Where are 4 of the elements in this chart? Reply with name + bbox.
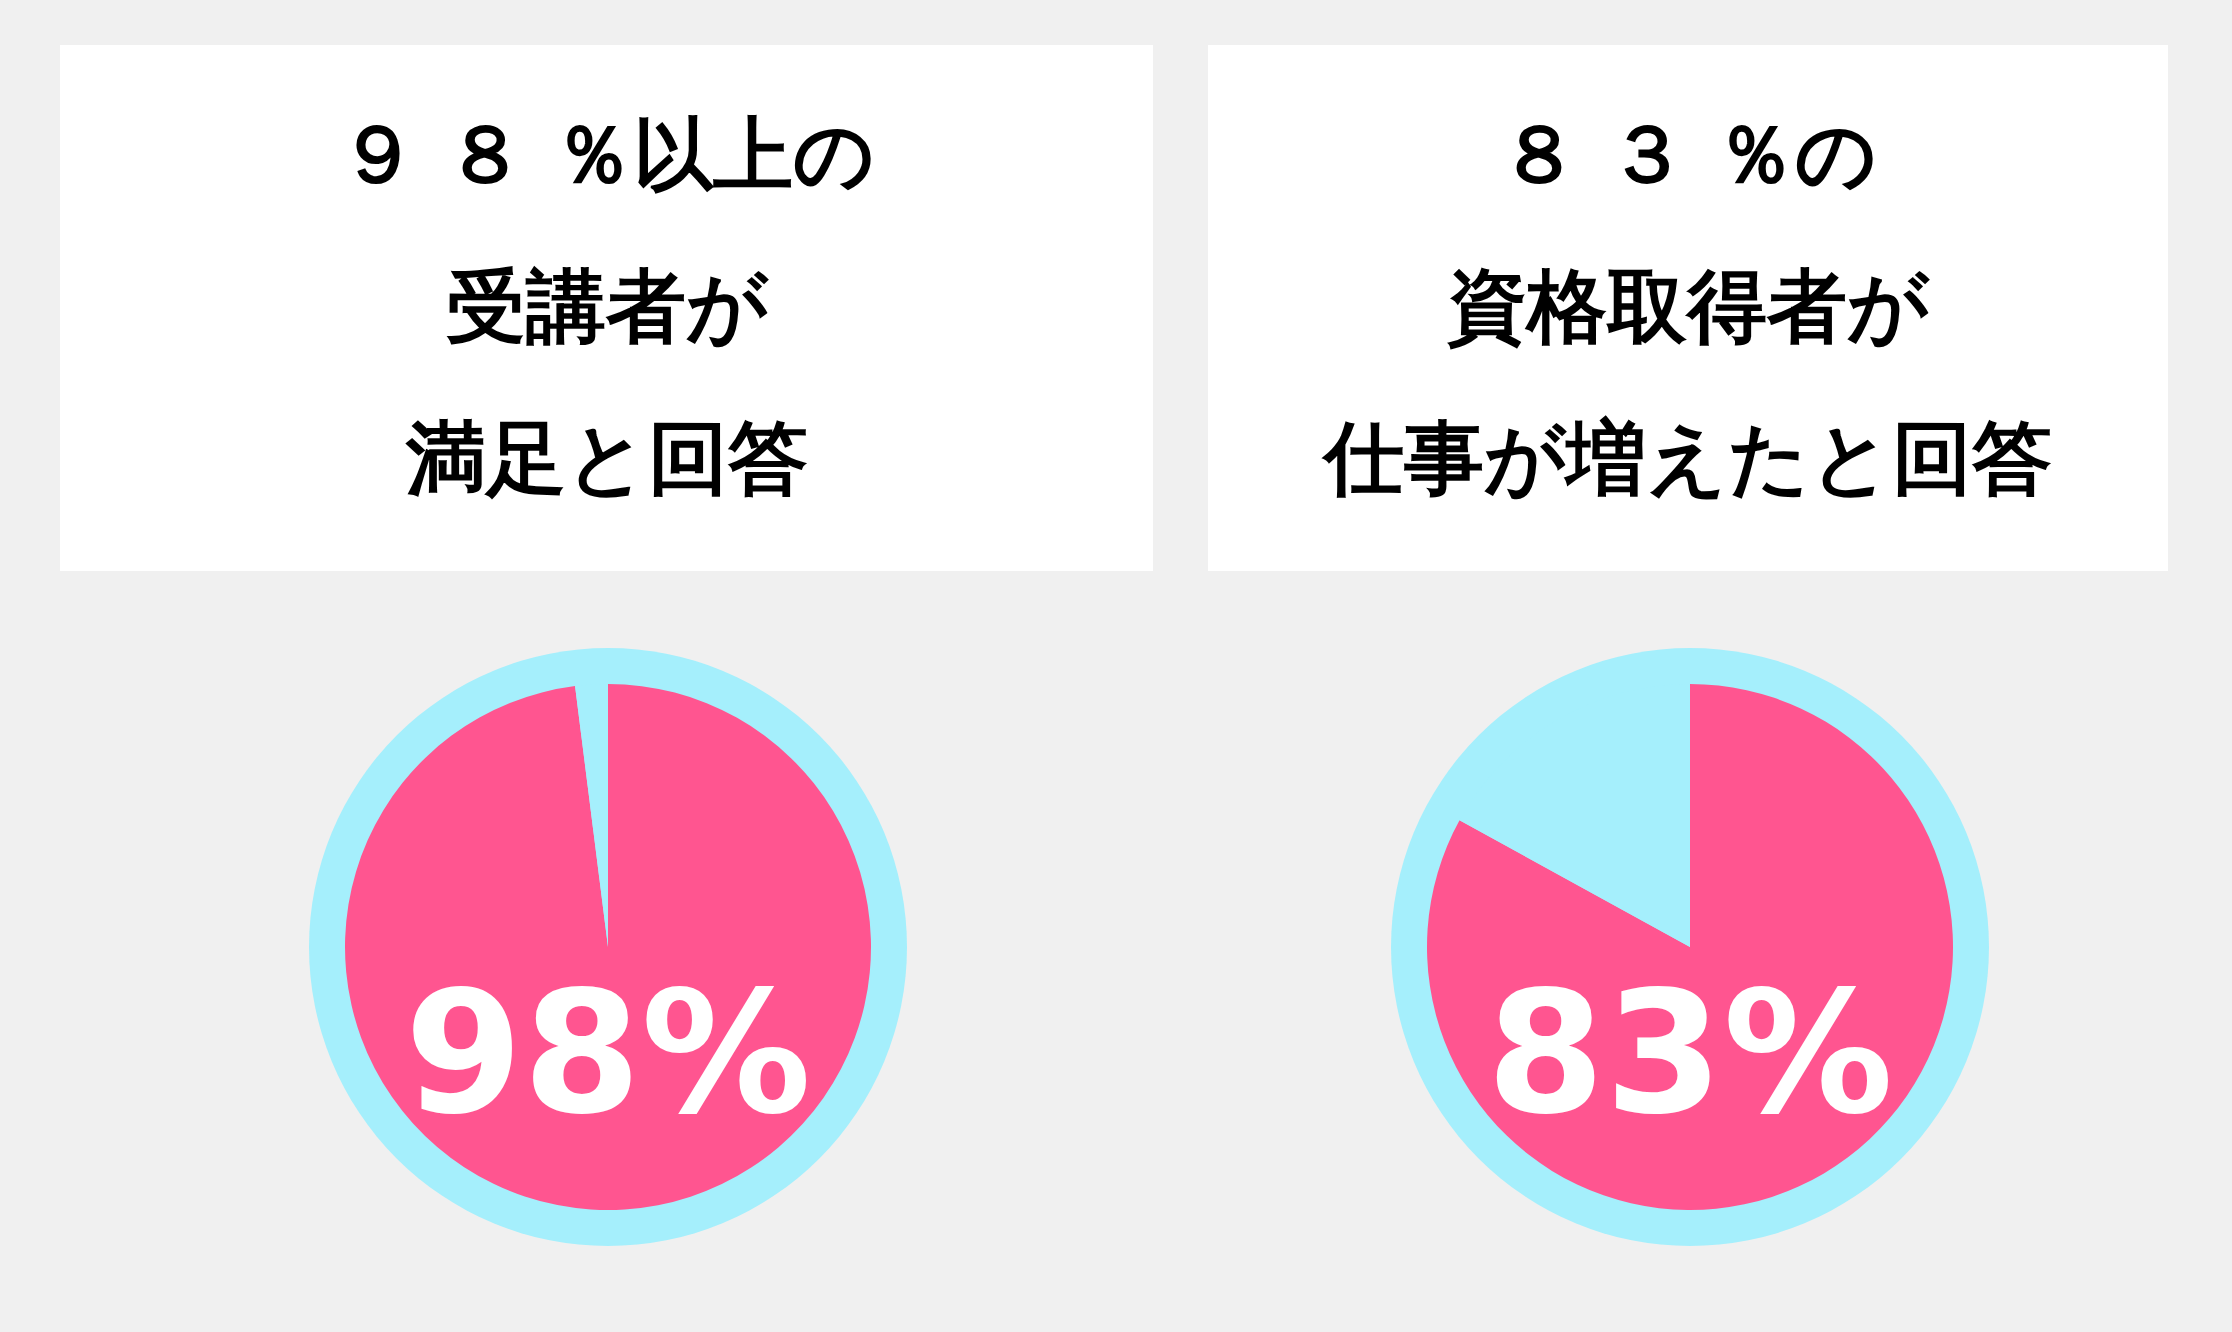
data-label: 83% bbox=[1486, 954, 1894, 1152]
chart-title: ８ ３ ％の資格取得者が仕事が増えたと回答 bbox=[1321, 107, 2052, 505]
chart-title: ９ ８ ％以上の受講者が満足と回答 bbox=[337, 107, 876, 505]
data-label: 98% bbox=[404, 954, 812, 1152]
